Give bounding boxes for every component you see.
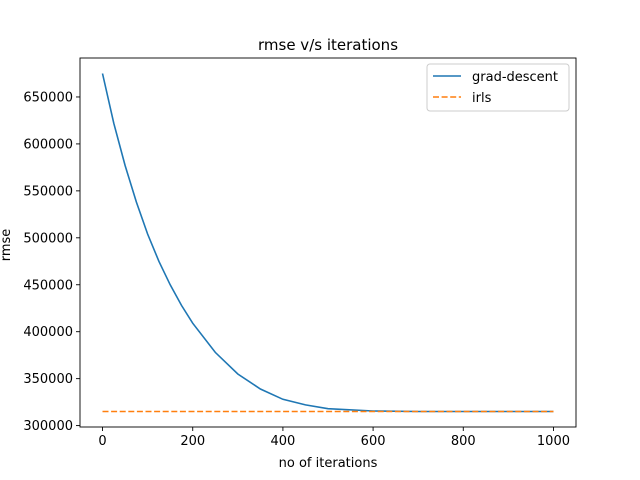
- x-tick-label: 800: [451, 434, 476, 449]
- y-tick-label: 400000: [23, 325, 73, 340]
- x-tick-label: 400: [270, 434, 295, 449]
- legend-label-1: grad-descent: [472, 70, 558, 85]
- legend-box: [426, 63, 570, 112]
- x-axis-label: no of iterations: [279, 456, 378, 471]
- y-tick-label: 550000: [23, 184, 73, 199]
- legend-label-2: irls: [472, 91, 492, 106]
- x-tick-label: 0: [98, 434, 106, 449]
- chart-title: rmse v/s iterations: [258, 36, 398, 54]
- y-tick-label: 600000: [23, 137, 73, 152]
- y-tick-label: 650000: [23, 90, 73, 105]
- y-tick-label: 450000: [23, 278, 73, 293]
- y-tick-label: 500000: [23, 231, 73, 246]
- y-tick-label: 350000: [23, 372, 73, 387]
- y-axis-label: rmse: [0, 229, 14, 262]
- y-tick-label: 300000: [23, 419, 73, 434]
- plot-frame: [79, 57, 577, 428]
- x-tick-label: 1000: [537, 434, 570, 449]
- x-tick-label: 600: [361, 434, 386, 449]
- x-tick-label: 200: [180, 434, 205, 449]
- series-line-1: [101, 73, 554, 413]
